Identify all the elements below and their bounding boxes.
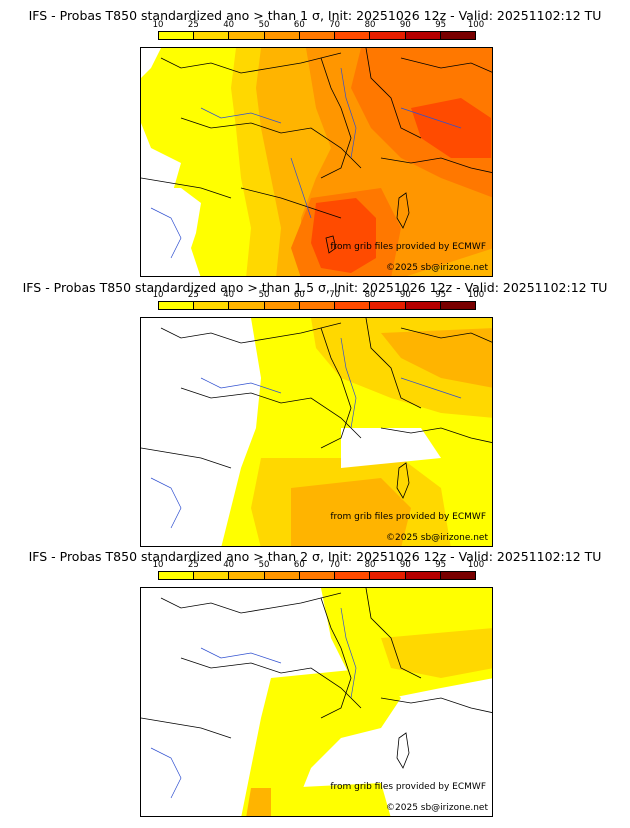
colorbar-swatch	[264, 32, 300, 39]
colorbar-swatch	[370, 572, 406, 579]
colorbar-labels: 10 25 40 50 60 70 80 90 95 100	[153, 290, 485, 300]
colorbar-tick-label: 25	[187, 560, 199, 570]
probability-map: from grib files provided by ECMWF ©2025 …	[140, 587, 493, 817]
colorbar-swatch	[440, 572, 475, 579]
data-credit: from grib files provided by ECMWF	[330, 512, 486, 522]
colorbar-swatch	[229, 572, 265, 579]
colorbar-swatch	[299, 572, 336, 579]
colorbar-swatch	[159, 32, 195, 39]
map-graphic	[141, 48, 492, 276]
colorbar-tick-label: 70	[329, 290, 341, 300]
colorbar-tick-label: 80	[364, 560, 376, 570]
panel-1-5-sigma: IFS - Probas T850 standardized ano > tha…	[0, 270, 630, 547]
map-graphic	[141, 318, 492, 546]
colorbar-swatch	[335, 302, 371, 309]
colorbar-swatch	[405, 572, 441, 579]
colorbar-swatch	[229, 302, 265, 309]
colorbar-swatch	[335, 572, 371, 579]
colorbar-tick-label: 90	[399, 560, 411, 570]
colorbar-swatch	[370, 32, 406, 39]
copyright-credit: ©2025 sb@irizone.net	[386, 533, 488, 543]
colorbar	[158, 31, 476, 40]
colorbar-labels: 10 25 40 50 60 70 80 90 95 100	[153, 560, 485, 570]
copyright-credit: ©2025 sb@irizone.net	[386, 263, 488, 273]
colorbar	[158, 571, 476, 580]
colorbar-tick-label: 10	[152, 20, 164, 30]
panel-title: IFS - Probas T850 standardized ano > tha…	[28, 549, 602, 564]
colorbar-labels: 10 25 40 50 60 70 80 90 95 100	[153, 20, 485, 30]
panel-title: IFS - Probas T850 standardized ano > tha…	[28, 8, 602, 23]
colorbar-tick-label: 70	[329, 20, 341, 30]
colorbar-tick-label: 95	[435, 20, 447, 30]
copyright-credit: ©2025 sb@irizone.net	[386, 803, 488, 813]
probability-map: from grib files provided by ECMWF ©2025 …	[140, 47, 493, 277]
panel-2-sigma: IFS - Probas T850 standardized ano > tha…	[0, 540, 630, 828]
colorbar-swatch	[264, 572, 300, 579]
colorbar-tick-label: 100	[467, 20, 485, 30]
colorbar-tick-label: 100	[467, 560, 485, 570]
colorbar-tick-label: 40	[223, 560, 235, 570]
colorbar-tick-label: 90	[399, 20, 411, 30]
colorbar-tick-label: 70	[329, 560, 341, 570]
colorbar-swatch	[229, 32, 265, 39]
colorbar-tick-label: 50	[258, 560, 270, 570]
colorbar-tick-label: 50	[258, 290, 270, 300]
colorbar-swatch	[194, 32, 230, 39]
colorbar-tick-label: 60	[293, 560, 305, 570]
colorbar-swatch	[405, 302, 441, 309]
colorbar-tick-label: 60	[293, 290, 305, 300]
colorbar-tick-label: 100	[467, 290, 485, 300]
colorbar-tick-label: 25	[187, 290, 199, 300]
colorbar-swatch	[264, 302, 300, 309]
panel-title: IFS - Probas T850 standardized ano > tha…	[22, 280, 608, 295]
panel-1-sigma: IFS - Probas T850 standardized ano > tha…	[0, 0, 630, 277]
colorbar-swatch	[370, 302, 406, 309]
colorbar-tick-label: 95	[435, 290, 447, 300]
data-credit: from grib files provided by ECMWF	[330, 782, 486, 792]
colorbar	[158, 301, 476, 310]
colorbar-tick-label: 10	[152, 560, 164, 570]
colorbar-tick-label: 80	[364, 290, 376, 300]
colorbar-tick-label: 80	[364, 20, 376, 30]
colorbar-tick-label: 50	[258, 20, 270, 30]
colorbar-swatch	[159, 302, 195, 309]
probability-map: from grib files provided by ECMWF ©2025 …	[140, 317, 493, 547]
colorbar-tick-label: 90	[399, 290, 411, 300]
colorbar-tick-label: 10	[152, 290, 164, 300]
data-credit: from grib files provided by ECMWF	[330, 242, 486, 252]
colorbar-swatch	[194, 302, 230, 309]
colorbar-tick-label: 25	[187, 20, 199, 30]
colorbar-tick-label: 40	[223, 20, 235, 30]
colorbar-swatch	[335, 32, 371, 39]
colorbar-tick-label: 95	[435, 560, 447, 570]
colorbar-swatch	[440, 302, 475, 309]
colorbar-tick-label: 60	[293, 20, 305, 30]
colorbar-swatch	[440, 32, 475, 39]
colorbar-swatch	[159, 572, 195, 579]
colorbar-swatch	[299, 32, 336, 39]
map-graphic	[141, 588, 492, 816]
colorbar-swatch	[405, 32, 441, 39]
colorbar-tick-label: 40	[223, 290, 235, 300]
colorbar-swatch	[299, 302, 336, 309]
colorbar-swatch	[194, 572, 230, 579]
